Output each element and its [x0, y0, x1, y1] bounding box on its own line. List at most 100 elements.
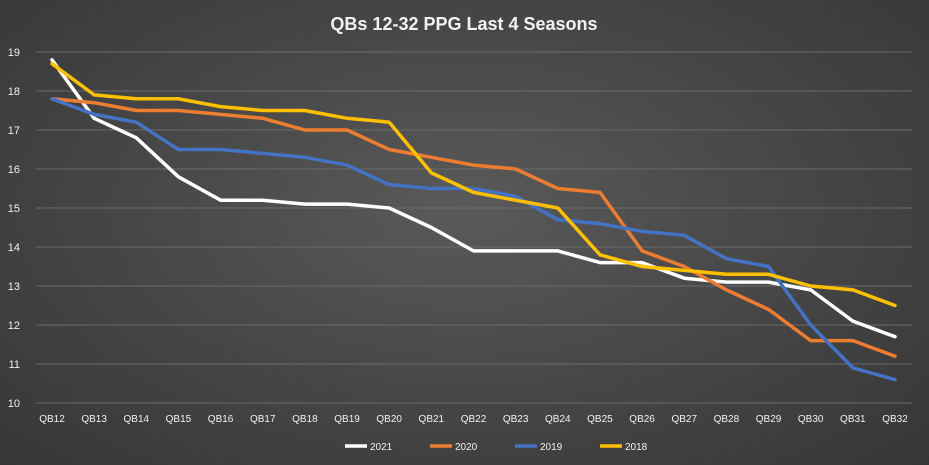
data-point: [514, 198, 518, 202]
data-point: [851, 288, 855, 292]
data-point: [303, 155, 307, 159]
data-point: [514, 194, 518, 198]
data-point: [893, 304, 897, 307]
x-tick-label: QB24: [545, 414, 571, 425]
data-point: [387, 206, 391, 210]
data-point: [176, 97, 180, 101]
y-tick-label: 17: [8, 125, 20, 137]
data-point: [261, 109, 265, 112]
series-line[interactable]: [50, 97, 897, 358]
data-point: [514, 167, 518, 171]
x-tick-label: QB14: [124, 414, 150, 425]
x-tick-label: QB13: [81, 414, 107, 425]
data-point: [429, 226, 433, 229]
data-point: [261, 198, 265, 202]
data-point: [893, 354, 897, 358]
data-point: [261, 151, 265, 155]
data-point: [767, 280, 771, 284]
x-tick-label: QB20: [376, 414, 402, 425]
data-point: [219, 148, 223, 151]
data-point: [556, 187, 560, 190]
x-tick-label: QB19: [334, 414, 360, 425]
data-point: [809, 339, 813, 343]
series-line[interactable]: [50, 97, 897, 382]
data-point: [387, 120, 391, 124]
data-point: [303, 202, 307, 206]
x-axis-ticks: QB12 QB13 QB14 QB15 QB16 QB17 QB18 QB19 QB20 QB21…: [39, 414, 908, 425]
y-axis-ticks: 10 11 12 13 14 15 16 17 18 19: [8, 47, 20, 410]
data-point: [472, 187, 475, 190]
y-tick-label: 19: [8, 47, 20, 59]
data-point: [261, 116, 265, 120]
data-point: [429, 171, 433, 175]
y-tick-label: 12: [8, 320, 20, 332]
data-point: [429, 187, 433, 190]
x-tick-label: QB30: [798, 414, 824, 425]
series-2018[interactable]: [50, 61, 897, 308]
data-point: [472, 190, 475, 194]
series-2021[interactable]: [50, 58, 897, 339]
data-point: [303, 128, 307, 132]
x-tick-label: QB17: [250, 414, 276, 425]
data-point: [176, 148, 180, 151]
data-point: [387, 183, 391, 187]
data-point: [682, 276, 686, 280]
data-point: [640, 229, 644, 233]
legend[interactable]: 2021 2020 2019 2018: [345, 442, 648, 453]
data-point: [682, 233, 686, 237]
data-point: [724, 257, 728, 261]
data-point: [851, 366, 855, 370]
data-point: [134, 109, 138, 112]
data-point: [303, 109, 307, 112]
data-point: [472, 249, 475, 253]
series-line[interactable]: [50, 58, 897, 339]
x-tick-label: QB23: [503, 414, 529, 425]
data-point: [219, 112, 223, 116]
data-point: [429, 155, 433, 159]
data-point: [893, 378, 897, 382]
data-point: [92, 112, 96, 116]
data-point: [92, 93, 96, 97]
data-point: [387, 148, 391, 151]
x-tick-label: QB22: [461, 414, 487, 425]
legend-label: 2018: [625, 442, 648, 453]
data-point: [598, 190, 602, 194]
data-point: [50, 97, 54, 101]
legend-label: 2020: [455, 442, 478, 453]
x-tick-label: QB31: [840, 414, 866, 425]
data-point: [893, 335, 897, 339]
data-point: [472, 163, 475, 167]
data-point: [345, 202, 349, 206]
x-tick-label: QB12: [39, 414, 65, 425]
data-point: [767, 272, 771, 276]
data-point: [50, 58, 54, 62]
data-point: [219, 198, 223, 202]
x-tick-label: QB32: [882, 414, 908, 425]
series-lines: [50, 58, 897, 382]
y-tick-label: 11: [9, 359, 20, 371]
x-tick-label: QB21: [419, 414, 445, 425]
data-point: [682, 265, 686, 268]
data-point: [640, 265, 644, 268]
chart-title: QBs 12-32 PPG Last 4 Seasons: [330, 14, 597, 34]
gridlines: [36, 51, 912, 404]
data-point: [345, 116, 349, 120]
data-point: [176, 109, 180, 112]
data-point: [134, 136, 138, 140]
x-tick-label: QB15: [166, 414, 192, 425]
data-point: [809, 284, 813, 288]
series-2020[interactable]: [50, 97, 897, 358]
y-tick-label: 15: [8, 203, 20, 215]
y-tick-label: 14: [8, 242, 20, 254]
data-point: [219, 105, 223, 109]
series-2019[interactable]: [50, 97, 897, 382]
data-point: [92, 101, 96, 105]
data-point: [767, 307, 771, 311]
data-point: [345, 163, 349, 167]
data-point: [682, 268, 686, 272]
data-point: [92, 116, 96, 120]
data-point: [851, 339, 855, 343]
x-tick-label: QB18: [292, 414, 318, 425]
data-point: [724, 280, 728, 284]
x-tick-label: QB16: [208, 414, 234, 425]
